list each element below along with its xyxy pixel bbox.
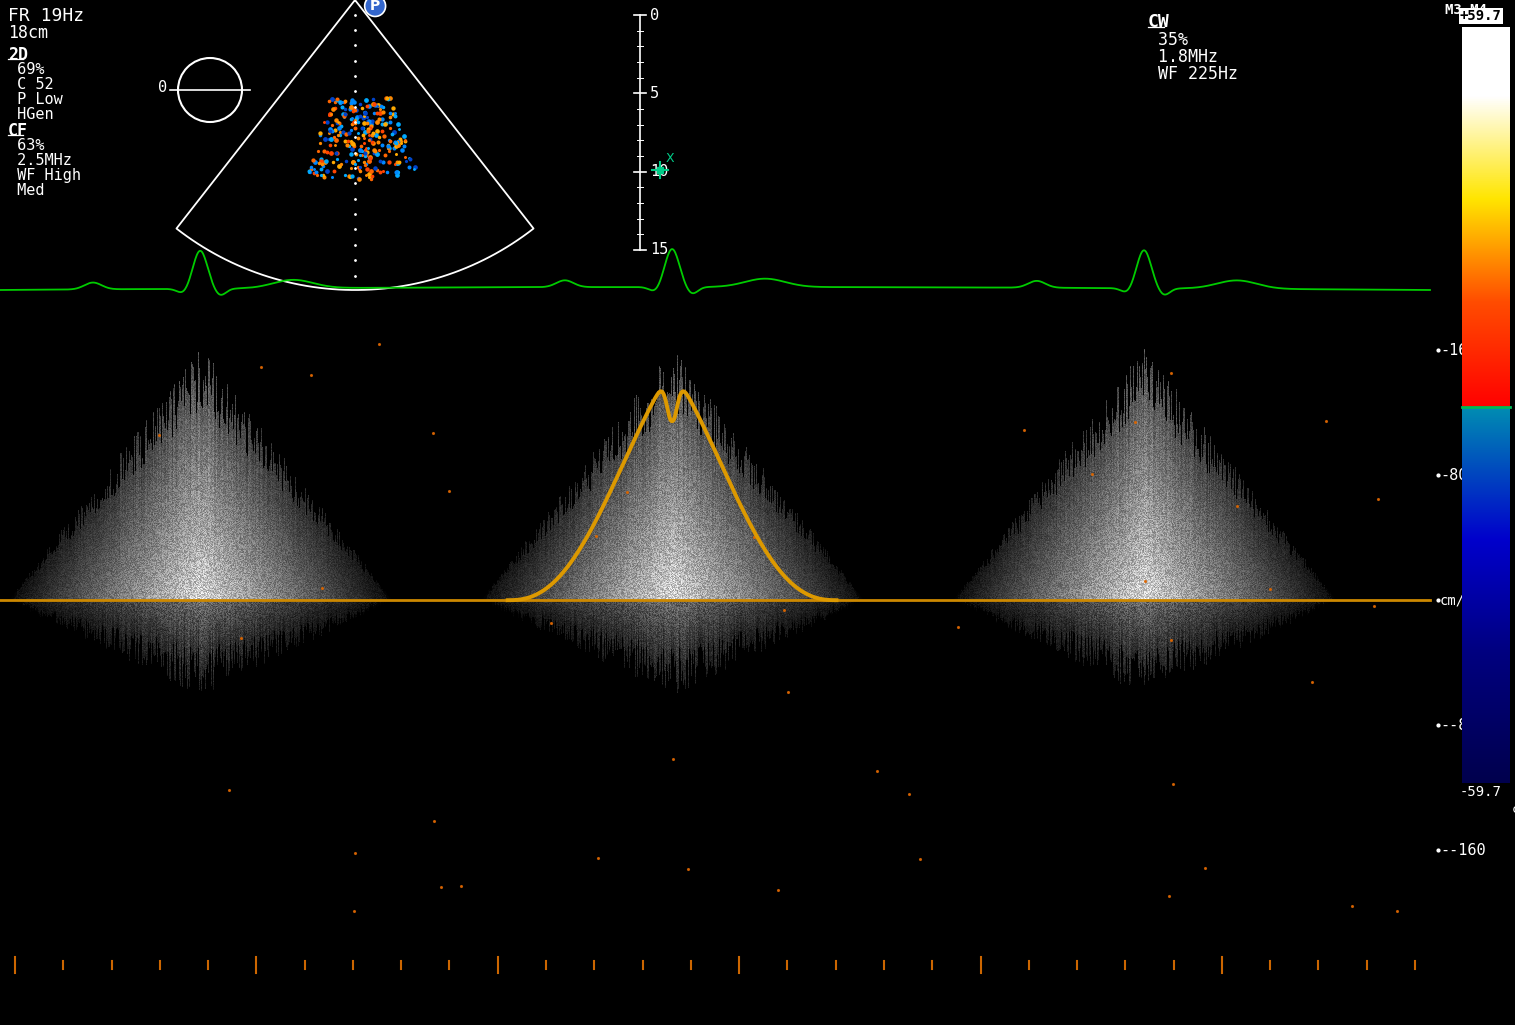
Text: 15: 15 xyxy=(650,243,668,257)
Text: P: P xyxy=(370,0,380,13)
Text: 10: 10 xyxy=(650,164,668,179)
Text: -160: -160 xyxy=(1439,342,1477,358)
Text: Med: Med xyxy=(8,183,44,198)
Text: 63%: 63% xyxy=(8,138,44,153)
Text: cm/sec: cm/sec xyxy=(1439,593,1491,607)
Text: CF: CF xyxy=(8,122,27,140)
Text: C 52: C 52 xyxy=(8,77,53,92)
Text: HGen: HGen xyxy=(8,107,53,122)
Text: 75bpm: 75bpm xyxy=(1370,912,1420,930)
Text: WF High: WF High xyxy=(8,168,80,183)
Text: cm/sec: cm/sec xyxy=(1512,803,1515,816)
Text: 0: 0 xyxy=(158,81,167,95)
Text: FR 19Hz: FR 19Hz xyxy=(8,7,85,25)
Text: 100mm/sec: 100mm/sec xyxy=(1050,899,1139,917)
Text: --160: --160 xyxy=(1439,843,1486,858)
Text: 18cm: 18cm xyxy=(8,24,48,42)
Text: 2.5MHz: 2.5MHz xyxy=(8,153,71,168)
Text: X: X xyxy=(667,152,674,165)
Text: -80: -80 xyxy=(1439,467,1468,483)
Text: 1.8MHz: 1.8MHz xyxy=(1148,48,1218,66)
Text: 2D: 2D xyxy=(8,46,27,64)
Text: 35%: 35% xyxy=(1148,31,1188,49)
Text: 5: 5 xyxy=(650,86,659,100)
Text: 0: 0 xyxy=(650,7,659,23)
Text: 69%: 69% xyxy=(8,62,44,77)
Text: --80: --80 xyxy=(1439,718,1477,733)
Text: M3 M4: M3 M4 xyxy=(1445,3,1486,17)
Text: CW: CW xyxy=(1148,13,1170,31)
Text: P Low: P Low xyxy=(8,92,62,107)
Text: WF 225Hz: WF 225Hz xyxy=(1148,65,1238,83)
Text: +59.7: +59.7 xyxy=(1460,9,1501,23)
Text: -59.7: -59.7 xyxy=(1460,785,1501,800)
